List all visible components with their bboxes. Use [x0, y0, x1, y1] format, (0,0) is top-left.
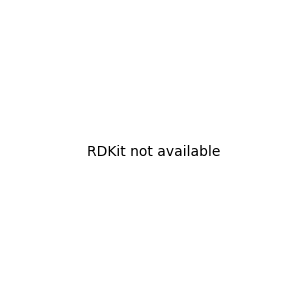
Text: RDKit not available: RDKit not available — [87, 145, 220, 158]
